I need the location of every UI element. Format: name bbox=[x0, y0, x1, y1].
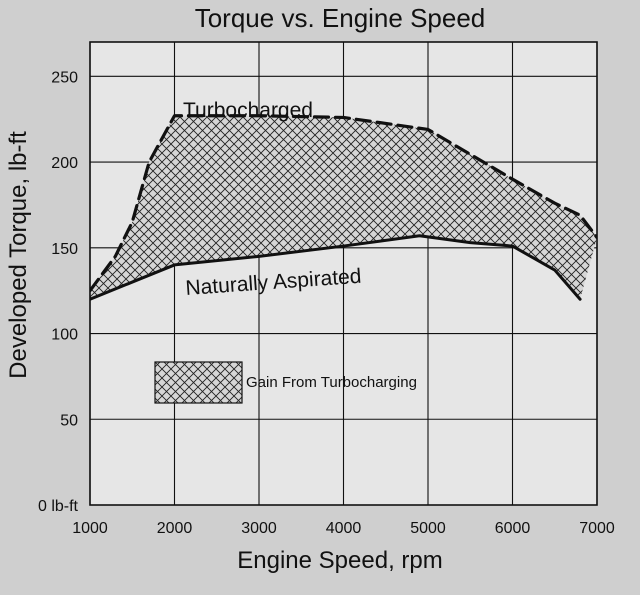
series-lines bbox=[90, 114, 597, 301]
gain-area bbox=[90, 115, 597, 300]
y-axis-label: Developed Torque, lb-ft bbox=[5, 131, 32, 379]
x-tick-label: 7000 bbox=[579, 520, 615, 537]
legend-swatch bbox=[154, 361, 243, 404]
y-tick-label: 200 bbox=[51, 155, 78, 172]
series-line-naturally-aspirated bbox=[90, 234, 582, 301]
y-tick-label: 150 bbox=[51, 241, 78, 258]
legend-label: Gain From Turbocharging bbox=[246, 374, 417, 391]
y-tick-label: 100 bbox=[51, 327, 78, 344]
y-tick-label: 50 bbox=[60, 412, 78, 429]
x-tick-label: 5000 bbox=[410, 520, 446, 537]
plot-frame bbox=[89, 41, 598, 506]
series-line-turbocharged bbox=[90, 114, 597, 293]
x-tick-label: 2000 bbox=[157, 520, 193, 537]
x-tick-label: 1000 bbox=[72, 520, 108, 537]
y-tick-label: 250 bbox=[51, 69, 78, 86]
x-axis-label: Engine Speed, rpm bbox=[237, 547, 442, 574]
x-tick-labels: 1000 2000 3000 4000 5000 6000 7000 bbox=[72, 520, 615, 537]
x-tick-label: 4000 bbox=[326, 520, 362, 537]
gain-area-fill bbox=[90, 115, 597, 300]
series-label-turbocharged: Turbocharged bbox=[183, 99, 313, 122]
chart-title: Torque vs. Engine Speed bbox=[195, 3, 486, 33]
y-tick-labels: 0 lb-ft 50 100 150 200 250 bbox=[38, 69, 79, 515]
x-tick-label: 3000 bbox=[241, 520, 277, 537]
y-tick-label: 0 lb-ft bbox=[38, 498, 79, 515]
x-tick-label: 6000 bbox=[495, 520, 531, 537]
